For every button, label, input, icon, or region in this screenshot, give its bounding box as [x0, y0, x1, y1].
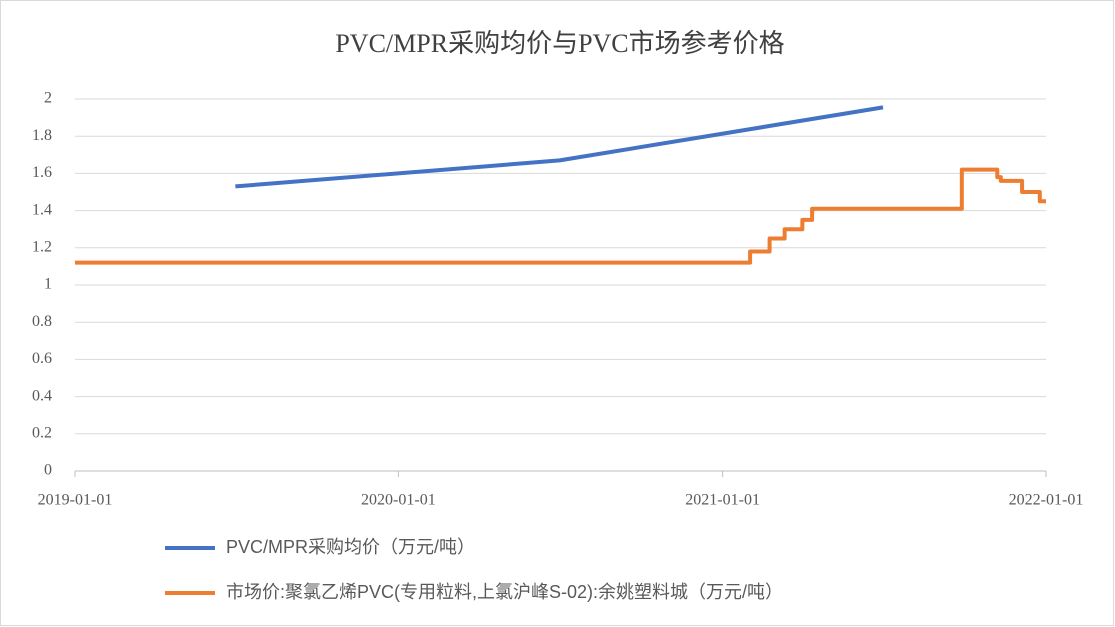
y-tick-label: 0.4 [32, 387, 52, 404]
y-tick-label: 1 [44, 276, 52, 293]
y-tick-label: 0.2 [32, 424, 52, 441]
x-tick-label: 2022-01-01 [1009, 492, 1084, 509]
y-tick-label: 1.8 [32, 127, 52, 144]
x-tick-label: 2019-01-01 [38, 492, 113, 509]
x-tick-label: 2021-01-01 [685, 492, 760, 509]
y-tick-label: 0.6 [32, 350, 52, 367]
y-tick-label: 1.2 [32, 238, 52, 255]
y-tick-label: 0 [44, 462, 52, 479]
x-tick-label: 2020-01-01 [361, 492, 436, 509]
chart-title: PVC/MPR采购均价与PVC市场参考价格 [335, 29, 784, 58]
y-tick-label: 1.6 [32, 164, 52, 181]
y-tick-label: 1.4 [32, 201, 52, 218]
y-tick-label: 2 [44, 90, 52, 107]
line-series [75, 167, 1046, 265]
line-series [235, 105, 884, 189]
legend-label: 市场价:聚氯乙烯PVC(专用粒料,上氯沪峰S-02):余姚塑料城（万元/吨） [226, 582, 783, 602]
y-tick-label: 0.8 [32, 313, 52, 330]
legend-label: PVC/MPR采购均价（万元/吨） [226, 537, 475, 557]
